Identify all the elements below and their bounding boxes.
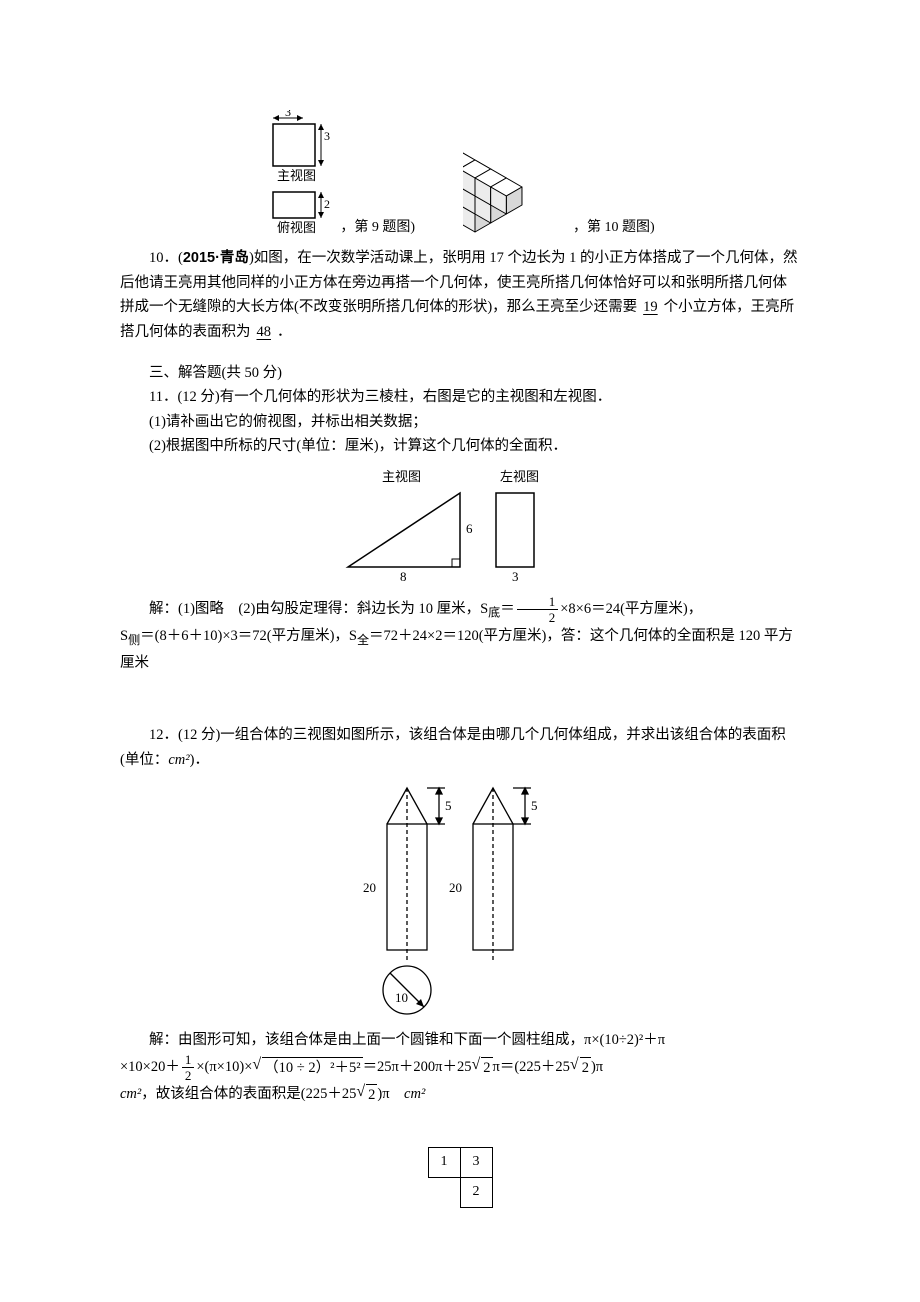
q12-l3b: ，故该组合体的表面积是(225＋25 [141,1086,356,1102]
q12-sqrt2b-r: 2 [580,1057,591,1078]
fig9-tv-dim: 2 [324,197,330,211]
cell-3: 3 [460,1147,492,1177]
q11-dimw: 8 [400,569,407,584]
figure-9: 3 3 主视图 2 俯视图 ，第 9 题图) [265,110,415,240]
q12-num-end: )． [190,752,209,768]
figure-9-svg: 3 3 主视图 2 俯视图 [265,110,340,240]
cell-empty [428,1177,460,1207]
q11-l2b: ＝(8＋6＋10)×3＝72(平方厘米)，S [140,628,357,644]
q12-sqrt1: √（10 ÷ 2）²＋5² [252,1057,362,1078]
q11-dimd: 3 [512,569,519,584]
q12-num-text: 12．(12 分)一组合体的三视图如图所示，该组合体是由哪几个几何体组成，并求出… [120,727,786,768]
figure-row-9-10: 3 3 主视图 2 俯视图 ，第 9 题图) [120,110,800,240]
q12-l2e: )π [591,1059,603,1075]
q11-sub3: 全 [357,633,369,647]
q12-sqrt2a-r: 2 [481,1057,492,1078]
q12-l3c: )π [377,1086,404,1102]
fig9-right-dim: 3 [324,129,330,143]
q11-num: 11．(12 分)有一个几何体的形状为三棱柱，右图是它的主视图和左视图． [120,385,800,410]
q12-l2a: ×10×20＋ [120,1059,180,1075]
q12-l2b: ×(π×10)× [196,1059,252,1075]
q11-figure: 主视图 左视图 6 8 3 [120,467,800,587]
q12-num: 12．(12 分)一组合体的三视图如图所示，该组合体是由哪几个几何体组成，并求出… [120,723,800,772]
q11-sub2: 侧 [128,633,140,647]
q11-sub1: 底 [488,606,500,620]
q11-solution-l2: S侧＝(8＋6＋10)×3＝72(平方厘米)，S全＝72＋24×2＝120(平方… [120,624,800,675]
figure-10-svg [463,120,573,240]
q12-5a: 5 [445,798,452,813]
cell-2: 2 [460,1177,492,1207]
q11-frac1-num: 1 [517,595,559,610]
q12-sol-l2: ×10×20＋12×(π×10)×√（10 ÷ 2）²＋5²＝25π＋200π＋… [120,1053,800,1082]
q12-radicand: （10 ÷ 2）²＋5² [262,1057,362,1078]
q12-l2c: ＝25π＋200π＋25 [363,1059,472,1075]
q12-unit: cm² [168,752,189,768]
section-3-title: 三、解答题(共 50 分) [120,361,800,386]
page-root: 3 3 主视图 2 俯视图 ，第 9 题图) [0,0,920,1268]
q11-main-label: 主视图 [382,469,421,484]
q12-l3a: cm² [120,1086,141,1102]
fig10-caption: ，第 10 题图) [573,216,655,240]
q11-eq1a: ＝ [500,601,515,617]
q11-frac1-den: 2 [517,610,559,624]
q11-p1: (1)请补画出它的俯视图，并标出相关数据； [120,410,800,435]
q10-bold: 2015·青岛 [183,250,249,266]
q10-ans2: 48 [251,324,278,340]
fig9-top-dim: 3 [285,110,291,119]
fig9-tv-label: 俯视图 [277,220,316,235]
q12-frac: 12 [180,1053,197,1082]
q11-l2a: S [120,628,128,644]
q12-frac-den: 2 [182,1068,195,1082]
q12-sol-l3: cm²，故该组合体的表面积是(225＋25√2)π cm² [120,1082,800,1107]
q12-sqrt2b: √2 [570,1057,591,1078]
q12-figure: 5 20 5 20 10 [120,780,800,1020]
q11-sol-prefix: 解：(1)图略 (2)由勾股定理得：斜边长为 10 厘米，S [149,601,488,617]
q12-frac-num: 1 [182,1053,195,1068]
q12-20a: 20 [363,880,376,895]
q11-left-label: 左视图 [500,469,539,484]
q11-p2: (2)根据图中所标的尺寸(单位：厘米)，计算这个几何体的全面积． [120,434,800,459]
q12-l3d: cm² [404,1086,425,1102]
q11-solution-l1: 解：(1)图略 (2)由勾股定理得：斜边长为 10 厘米，S底＝12×8×6＝2… [120,595,800,624]
figure-10: ，第 10 题图) [463,120,655,240]
q12-10: 10 [395,990,408,1005]
q12-sqrt2c: √2 [356,1084,377,1105]
fig9-main-label: 主视图 [277,168,316,183]
q12-sqrt2c-r: 2 [366,1084,377,1105]
q10-t3: ． [277,324,292,340]
fig9-caption: ，第 9 题图) [340,216,415,240]
q11-frac1: 12 [515,595,561,624]
q11-svg: 主视图 左视图 6 8 3 [330,467,590,587]
q12-sol-l1: 解：由图形可知，该组合体是由上面一个圆锥和下面一个圆柱组成，π×(10÷2)²＋… [120,1028,800,1053]
q12-20b: 20 [449,880,462,895]
q10-text: 10．(2015·青岛)如图，在一次数学活动课上，张明用 17 个边长为 1 的… [120,246,800,345]
q11-eq1b: ×8×6＝24(平方厘米)， [560,601,702,617]
q10-prefix: 10．( [149,250,183,266]
q12-svg: 5 20 5 20 10 [345,780,575,1020]
q10-ans1: 19 [637,299,664,315]
q12-5b: 5 [531,798,538,813]
q11-dimh: 6 [466,521,473,536]
bottom-table: 1 3 2 [428,1147,493,1208]
cell-1: 1 [428,1147,460,1177]
q12-l2d: π＝(225＋25 [493,1059,570,1075]
q12-sqrt2a: √2 [471,1057,492,1078]
